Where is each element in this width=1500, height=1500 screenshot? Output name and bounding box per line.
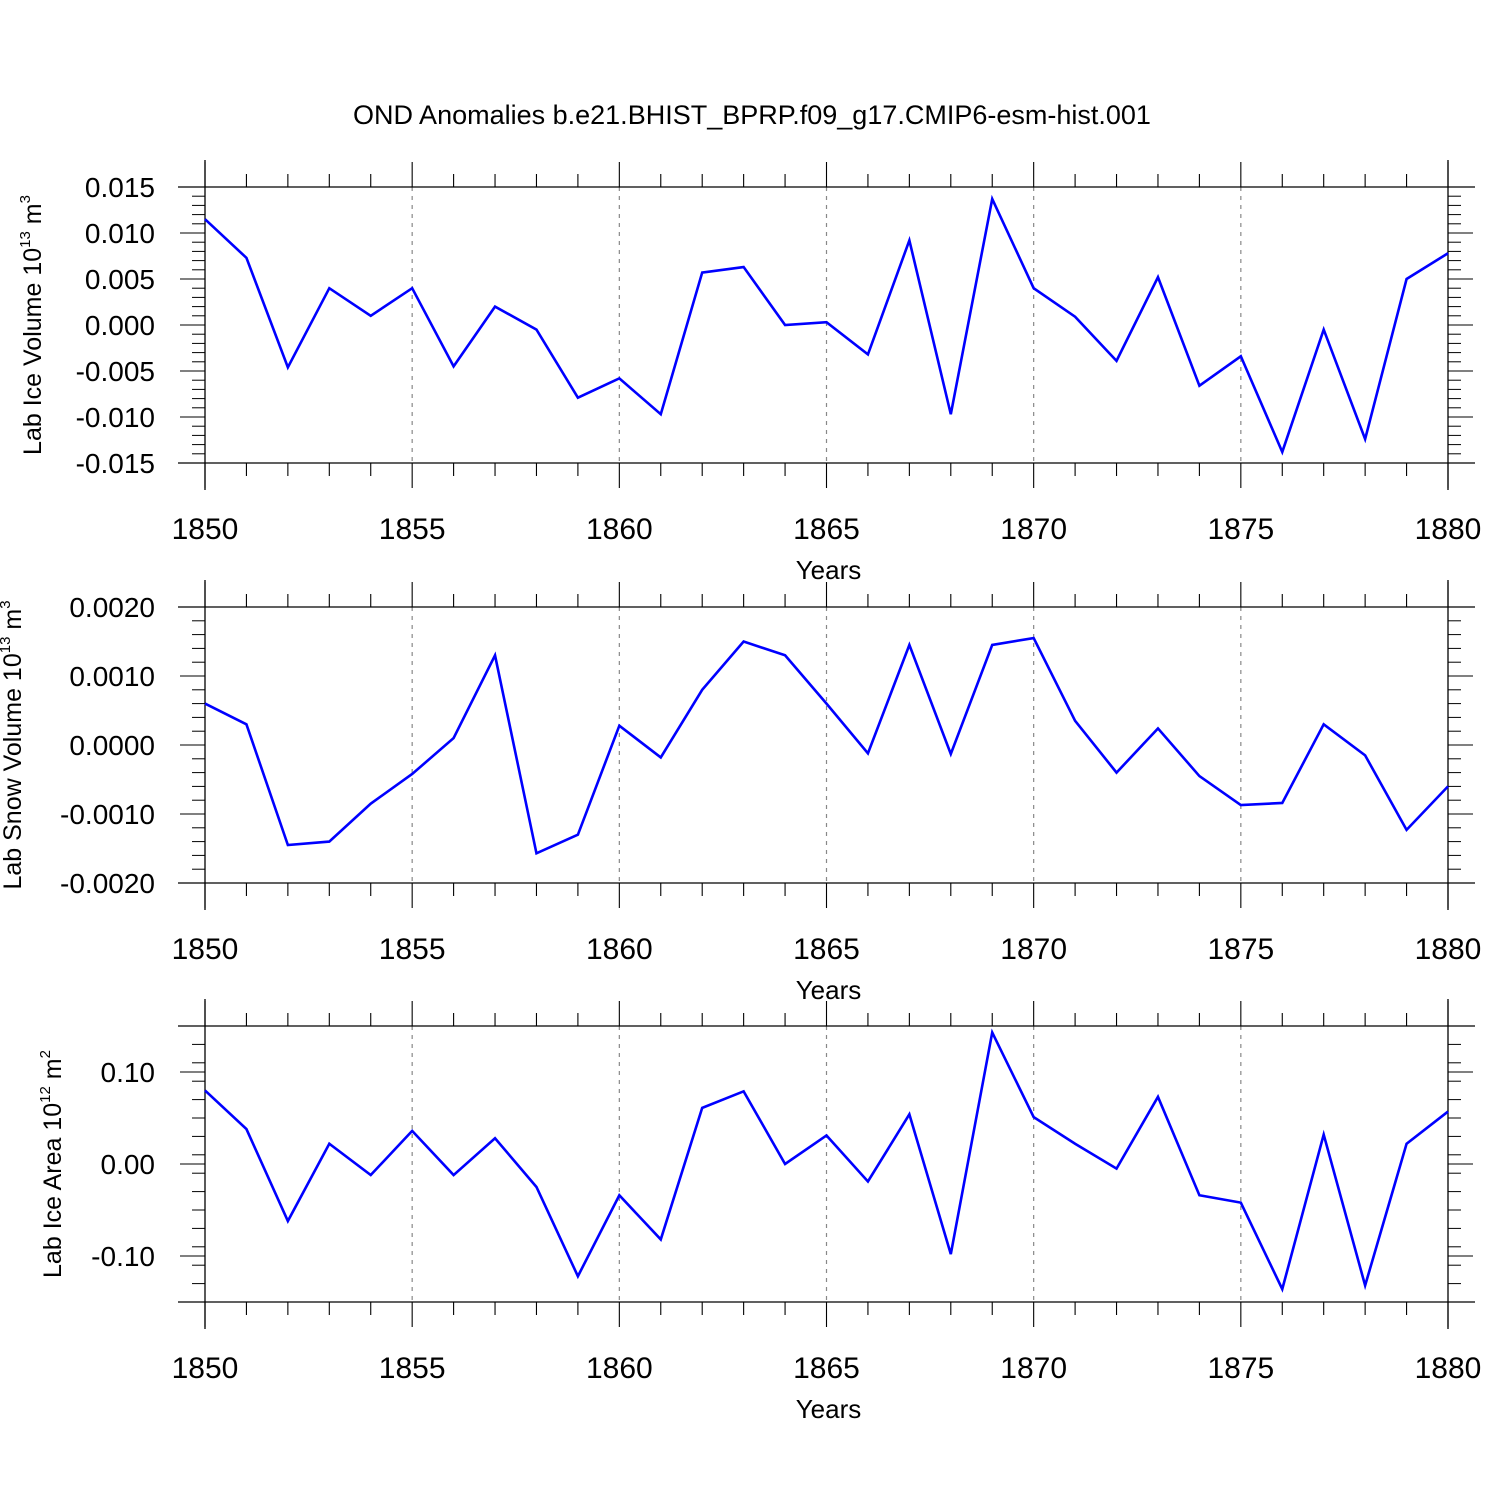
x-tick-label: 1850 <box>172 1352 239 1385</box>
y-tick-label: 0.0010 <box>69 661 155 692</box>
x-tick-label: 1855 <box>379 933 446 966</box>
y-axis-label: Lab Snow Volume 1013 m3 <box>0 600 27 889</box>
panels: 0.015 0.010 0.005 0.000 -0.005 -0.010 -0.015 18… <box>0 160 1481 1424</box>
x-tick-label: 1855 <box>379 1352 446 1385</box>
x-tick-label: 1870 <box>1000 933 1067 966</box>
x-axis-label: Years <box>796 1394 862 1424</box>
chart-title: OND Anomalies b.e21.BHIST_BPRP.f09_g17.C… <box>353 100 1151 130</box>
series-line <box>204 194 1449 456</box>
y-axis-label: Lab Ice Volume 1013 m3 <box>17 195 47 455</box>
x-tick-label: 1875 <box>1207 1352 1274 1385</box>
y-tick-label: 0.0000 <box>69 730 155 761</box>
x-tick-label: 1880 <box>1415 513 1482 546</box>
x-tick-label: 1860 <box>586 513 653 546</box>
y-tick-label: 0.00 <box>101 1149 156 1180</box>
x-axis-label: Years <box>796 975 862 1005</box>
x-tick-label: 1870 <box>1000 1352 1067 1385</box>
y-tick-label: -0.015 <box>76 448 155 479</box>
x-tick-label: 1870 <box>1000 513 1067 546</box>
panel-1: 0.015 0.010 0.005 0.000 -0.005 -0.010 -0.015 18… <box>17 160 1481 585</box>
x-tick-label: 1860 <box>586 1352 653 1385</box>
y-tick-label: 0.10 <box>101 1057 156 1088</box>
y-tick-label: 0.015 <box>85 172 155 203</box>
x-tick-label: 1865 <box>793 1352 860 1385</box>
series-line <box>204 636 1449 856</box>
y-tick-label: 0.005 <box>85 264 155 295</box>
x-axis-label: Years <box>796 555 862 585</box>
y-tick-label: 0.010 <box>85 218 155 249</box>
y-tick-label: -0.010 <box>76 402 155 433</box>
y-tick-label: -0.0020 <box>60 868 155 899</box>
x-tick-label: 1850 <box>172 933 239 966</box>
series-line <box>204 1028 1449 1293</box>
y-tick-label: -0.0010 <box>60 799 155 830</box>
x-tick-label: 1880 <box>1415 1352 1482 1385</box>
x-tick-label: 1855 <box>379 513 446 546</box>
x-tick-label: 1850 <box>172 513 239 546</box>
x-tick-label: 1865 <box>793 933 860 966</box>
x-tick-label: 1875 <box>1207 513 1274 546</box>
x-tick-label: 1875 <box>1207 933 1274 966</box>
y-axis-label: Lab Ice Area 1012 m2 <box>37 1050 67 1278</box>
y-tick-label: -0.10 <box>91 1241 155 1272</box>
panel-2: 0.0020 0.0010 0.0000 -0.0010 -0.0020 1850 1855… <box>0 580 1481 1005</box>
x-tick-label: 1865 <box>793 513 860 546</box>
x-tick-label: 1880 <box>1415 933 1482 966</box>
x-tick-label: 1860 <box>586 933 653 966</box>
y-tick-label: 0.0020 <box>69 592 155 623</box>
y-tick-label: 0.000 <box>85 310 155 341</box>
y-tick-label: -0.005 <box>76 356 155 387</box>
panel-3: 0.10 0.00 -0.10 1850 1855 1860 1865 1870 1875 188… <box>37 999 1481 1424</box>
